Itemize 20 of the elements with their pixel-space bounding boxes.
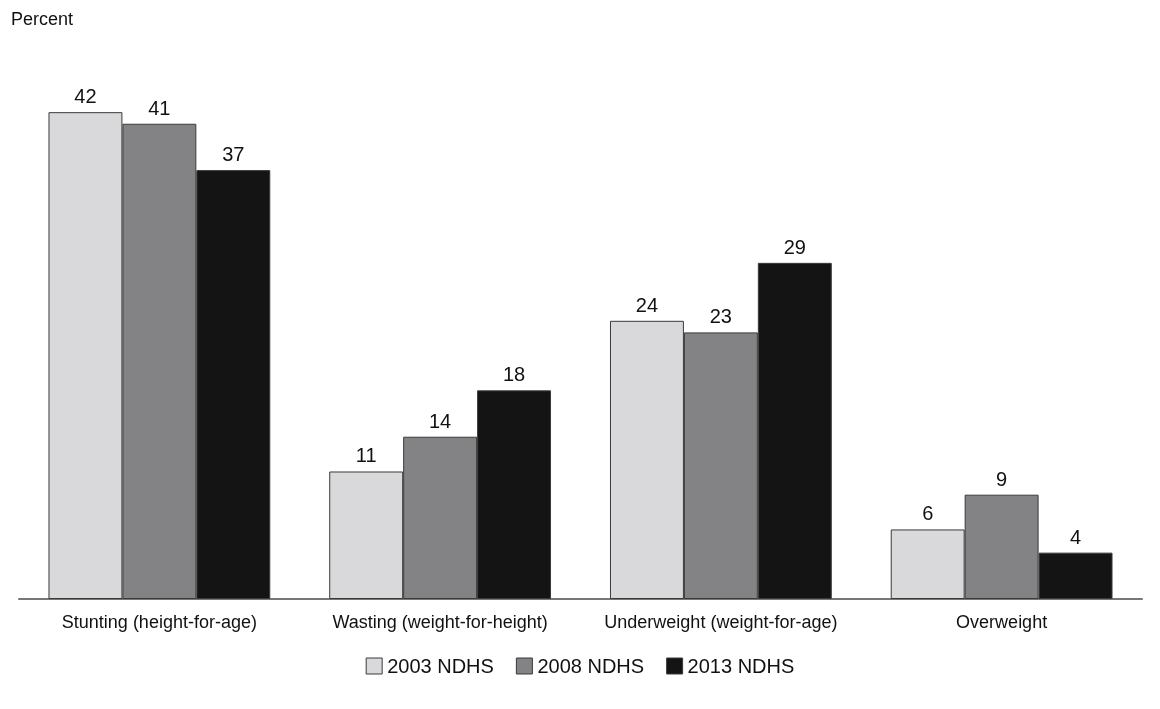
data-label: 6: [922, 502, 934, 525]
legend-label: 2008 NDHS: [537, 655, 645, 677]
x-tick-label: Wasting (weight-for-height): [332, 612, 548, 632]
data-label: 4: [1069, 525, 1082, 548]
x-tick-label: Underweight (weight-for-age): [604, 612, 838, 632]
data-label: 18: [502, 363, 526, 386]
data-label: 9: [996, 467, 1008, 490]
legend-label: 2003 NDHS: [387, 655, 494, 677]
legend-label: 2013 NDHS: [687, 655, 795, 677]
data-label: 11: [355, 444, 377, 467]
y-axis-title: Percent: [11, 9, 74, 29]
data-label: 37: [222, 143, 245, 166]
data-label: 23: [709, 305, 732, 328]
x-tick-label: Stunting (height-for-age): [61, 612, 257, 632]
data-label: 42: [74, 85, 97, 108]
data-label: 29: [783, 235, 806, 258]
data-label: 24: [635, 293, 659, 316]
data-label: 14: [429, 409, 452, 432]
data-label: 41: [148, 96, 171, 119]
x-tick-label: Overweight: [956, 612, 1048, 632]
